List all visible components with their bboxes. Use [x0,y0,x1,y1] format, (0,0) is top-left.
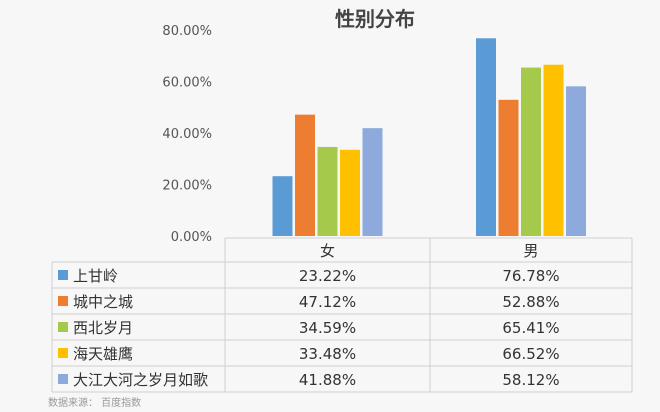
bar-5-1 [362,128,383,236]
bar-5-2 [566,86,586,236]
data-label: 33.48% [299,345,356,363]
legend-label: 西北岁月 [73,319,133,337]
data-label: 65.41% [502,319,559,337]
bar-3-2 [521,67,541,237]
legend-label: 海天雄鹰 [73,345,133,363]
legend-swatch [58,270,68,280]
data-label: 47.12% [299,293,356,311]
y-tick-label: 80.00% [162,24,212,39]
data-label: 34.59% [299,319,356,337]
legend-swatch [58,296,68,306]
x-category-label: 男 [523,242,538,260]
source-note: 数据来源： 百度指数 [48,396,141,409]
legend-swatch [58,348,68,358]
bar-2-2 [498,99,519,236]
y-tick-label: 40.00% [162,127,212,142]
legend-swatch [58,322,68,332]
x-category-label: 女 [320,242,335,260]
bar-2-1 [295,114,315,236]
chart-title: 性别分布 [335,7,415,31]
bar-4-2 [543,64,564,236]
bar-1-1 [272,176,293,236]
y-tick-label: 0.00% [171,230,212,245]
data-label: 23.22% [299,267,356,285]
bars [272,38,586,237]
legend-swatch [58,374,68,384]
y-tick-label: 20.00% [162,179,212,194]
data-label: 66.52% [502,345,559,363]
legend-label: 上甘岭 [73,267,118,285]
bar-3-1 [317,146,338,236]
y-tick-label: 60.00% [162,76,212,91]
data-label: 52.88% [502,293,559,311]
legend-label: 城中之城 [73,293,133,311]
data-label: 41.88% [299,371,356,389]
data-label: 58.12% [502,371,559,389]
y-axis: 0.00% 20.00% 40.00% 60.00% 80.00% [162,24,212,245]
data-label: 76.78% [502,267,559,285]
bar-4-1 [340,149,360,236]
legend-label: 大江大河之岁月如歌 [73,371,208,389]
bar-1-2 [476,38,496,236]
